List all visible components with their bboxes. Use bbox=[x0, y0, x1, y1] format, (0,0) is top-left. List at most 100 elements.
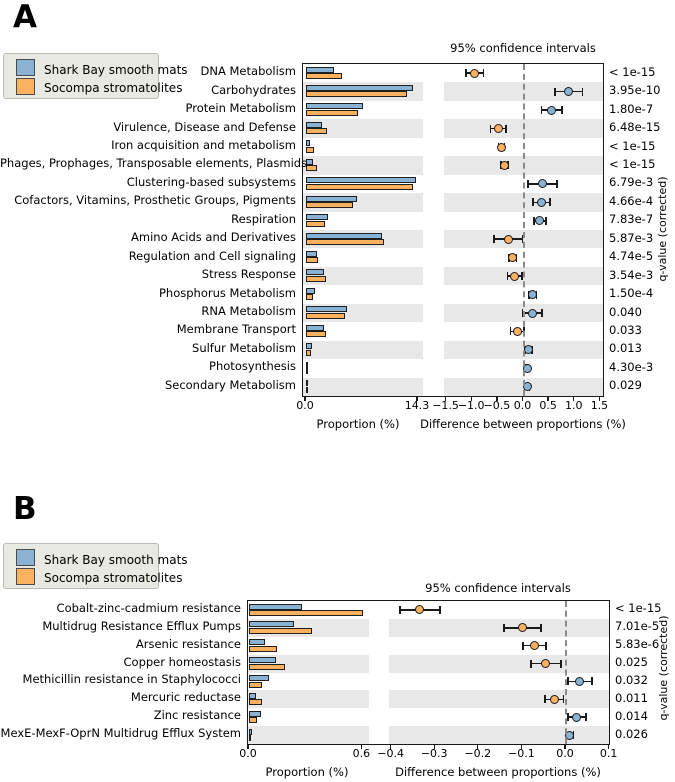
prop-axis-title-b: Proportion (%) bbox=[265, 765, 349, 779]
ci-cap-left bbox=[506, 272, 509, 281]
bar-shark-bay bbox=[306, 361, 308, 368]
bar-socompa bbox=[306, 128, 327, 135]
q-value-label: < 1e-15 bbox=[609, 156, 656, 171]
bar-shark-bay bbox=[306, 269, 325, 276]
row-stripe bbox=[303, 377, 423, 396]
ci-cap-left bbox=[465, 69, 467, 78]
bar-shark-bay bbox=[249, 675, 269, 681]
bar-shark-bay bbox=[249, 603, 302, 610]
q-value-label: 6.48e-15 bbox=[609, 120, 661, 135]
ci-cap-right bbox=[541, 309, 543, 317]
axis-tick-label: −0.3 bbox=[420, 747, 448, 760]
ci-dot bbox=[527, 308, 537, 318]
axis-tick-label: −1.0 bbox=[457, 399, 485, 412]
bar-shark-bay bbox=[249, 621, 295, 628]
bar-socompa bbox=[306, 109, 359, 116]
category-label: RNA Metabolism bbox=[201, 304, 296, 318]
ci-cap-right bbox=[585, 713, 587, 722]
q-value-label: < 1e-15 bbox=[609, 64, 656, 79]
axis-tick-label: 0.0 bbox=[513, 399, 532, 412]
panel-a-letter: A bbox=[13, 0, 37, 35]
legend-panel-b: Shark Bay smooth mats Socompa stromatoli… bbox=[3, 543, 188, 589]
q-value-label: 3.54e-3 bbox=[609, 267, 654, 282]
ci-cap-right bbox=[562, 695, 565, 704]
q-value-label: 0.014 bbox=[615, 708, 648, 723]
bar-socompa bbox=[306, 165, 317, 172]
bar-shark-bay bbox=[306, 195, 357, 202]
ci-dot bbox=[535, 216, 545, 226]
panel-b-letter: B bbox=[13, 491, 37, 527]
axis-tick-label: −0.2 bbox=[464, 747, 492, 760]
axis-tick bbox=[598, 396, 601, 401]
bar-shark-bay bbox=[306, 121, 323, 128]
bar-socompa bbox=[306, 146, 314, 153]
category-label: Virulence, Disease and Defense bbox=[113, 119, 296, 134]
bar-socompa bbox=[306, 349, 311, 356]
q-value-label: 4.74e-5 bbox=[609, 249, 654, 264]
bar-socompa bbox=[249, 681, 263, 688]
ci-cap-right bbox=[521, 235, 524, 244]
legend-swatch-shark-bay bbox=[16, 548, 35, 566]
bar-shark-bay bbox=[306, 66, 335, 73]
axis-tick-label: −0.4 bbox=[377, 747, 404, 760]
axis-tick bbox=[573, 396, 575, 401]
category-label: Protein Metabolism bbox=[185, 101, 296, 116]
bar-socompa bbox=[249, 663, 285, 670]
ci-dot bbox=[549, 694, 559, 704]
legend-label-socompa: Socompa stromatolites bbox=[44, 571, 183, 585]
ci-cap-right bbox=[549, 198, 551, 207]
legend-swatch-shark-bay bbox=[16, 58, 35, 76]
axis-tick bbox=[304, 396, 306, 401]
axis-tick bbox=[416, 396, 418, 401]
bar-shark-bay bbox=[306, 380, 309, 387]
bar-socompa bbox=[249, 717, 257, 724]
ci-cap-right bbox=[559, 659, 562, 668]
bar-socompa bbox=[306, 91, 407, 98]
bar-shark-bay bbox=[249, 657, 277, 664]
q-value-label: 4.30e-3 bbox=[609, 359, 654, 374]
chart-box-b bbox=[247, 600, 610, 745]
bar-shark-bay bbox=[306, 250, 317, 257]
ci-cap-left bbox=[527, 179, 529, 188]
bar-socompa bbox=[306, 257, 319, 264]
bar-socompa bbox=[249, 735, 251, 742]
row-stripe bbox=[248, 726, 369, 744]
q-value-label: 7.83e-7 bbox=[609, 212, 654, 227]
bar-shark-bay bbox=[306, 103, 363, 110]
row-stripe bbox=[389, 654, 609, 673]
ci-cap-left bbox=[509, 327, 512, 336]
zero-reference-line bbox=[522, 64, 525, 396]
ci-cap-left bbox=[489, 124, 492, 133]
ci-dot bbox=[537, 179, 547, 189]
bar-shark-bay bbox=[306, 232, 382, 239]
panel-a: A Shark Bay smooth mats Socompa stromato… bbox=[0, 0, 669, 432]
bar-shark-bay bbox=[306, 287, 315, 294]
bar-shark-bay bbox=[306, 214, 328, 221]
category-label: Copper homeostasis bbox=[123, 654, 242, 669]
q-value-label: 1.80e-7 bbox=[609, 101, 654, 116]
ci-cap-right bbox=[521, 272, 523, 281]
ci-cap-left bbox=[522, 641, 525, 650]
ci-cap-left bbox=[566, 713, 569, 722]
bar-shark-bay bbox=[306, 324, 325, 331]
bar-shark-bay bbox=[249, 692, 256, 699]
bar-socompa bbox=[306, 220, 326, 227]
q-value-label: < 1e-15 bbox=[615, 601, 662, 616]
ci-cap-left bbox=[553, 87, 556, 96]
q-value-label: 0.032 bbox=[615, 672, 648, 687]
ci-dot bbox=[524, 345, 534, 355]
category-label: Respiration bbox=[231, 211, 296, 226]
axis-tick-label: 0.0 bbox=[296, 399, 314, 412]
q-value-label: 6.79e-3 bbox=[609, 175, 654, 190]
ci-dot bbox=[517, 623, 527, 633]
category-label: Methicillin resistance in Staphylococci bbox=[22, 672, 241, 687]
row-stripe bbox=[389, 726, 609, 744]
category-label: Regulation and Cell signaling bbox=[128, 248, 296, 263]
axis-tick bbox=[247, 744, 249, 749]
axis-tick-label: 0.0 bbox=[556, 747, 574, 760]
bar-socompa bbox=[249, 699, 262, 706]
axis-tick-label: −0.5 bbox=[483, 399, 511, 412]
ci-dot bbox=[530, 641, 540, 651]
q-value-label: 0.025 bbox=[615, 655, 648, 670]
ci-dot bbox=[493, 124, 503, 134]
